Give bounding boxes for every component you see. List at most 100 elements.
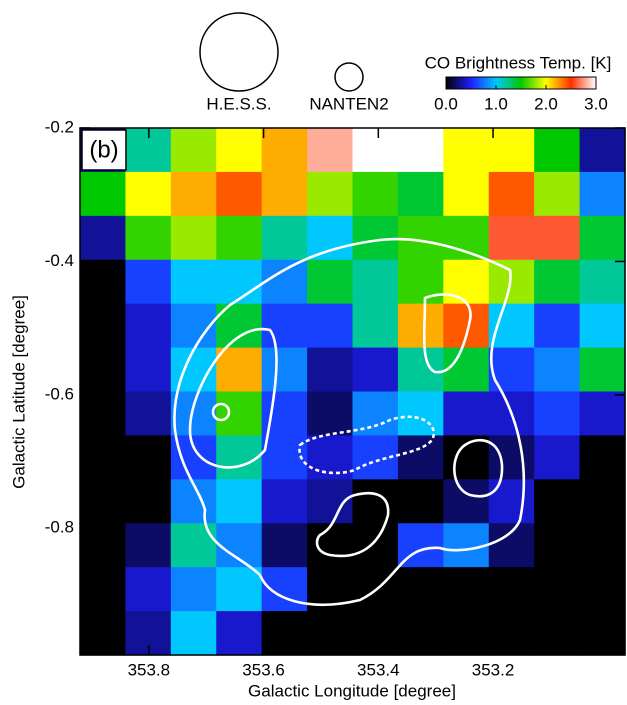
cell xyxy=(80,391,127,437)
cell xyxy=(397,567,444,612)
cell xyxy=(534,259,581,305)
contour xyxy=(211,402,231,422)
cell xyxy=(534,303,581,349)
cell xyxy=(579,435,626,480)
cell xyxy=(125,215,172,261)
cell xyxy=(261,523,308,568)
cell xyxy=(397,391,444,437)
cell xyxy=(443,259,490,305)
cell xyxy=(307,259,354,305)
colorbar-title: CO Brightness Temp. [K] xyxy=(425,53,612,72)
cell xyxy=(352,128,399,173)
cell xyxy=(488,435,535,480)
cell xyxy=(80,215,127,261)
cell xyxy=(443,435,490,480)
cell xyxy=(397,479,444,524)
cell xyxy=(216,435,263,480)
cell xyxy=(125,479,172,524)
cell xyxy=(488,128,535,173)
contour-dashed xyxy=(298,415,435,475)
contour xyxy=(188,327,278,469)
cell xyxy=(261,215,308,261)
cell xyxy=(261,611,308,656)
cell xyxy=(443,391,490,437)
cell xyxy=(125,347,172,393)
heatmap xyxy=(80,128,626,656)
cell xyxy=(125,435,172,480)
cell xyxy=(352,611,399,656)
cell xyxy=(579,479,626,524)
cell xyxy=(80,567,127,612)
cell xyxy=(216,523,263,568)
cell xyxy=(352,347,399,393)
cell xyxy=(80,347,127,393)
cell xyxy=(488,567,535,612)
cell xyxy=(488,303,535,349)
cell xyxy=(307,523,354,568)
cell xyxy=(443,171,490,217)
cell xyxy=(261,303,308,349)
cell xyxy=(534,479,581,524)
cell xyxy=(307,391,354,437)
cell xyxy=(352,171,399,217)
cell xyxy=(80,611,127,656)
cell xyxy=(170,171,217,217)
cell xyxy=(534,171,581,217)
cell xyxy=(170,215,217,261)
cell xyxy=(579,128,626,173)
cell xyxy=(216,128,263,173)
cell xyxy=(397,347,444,393)
cell xyxy=(488,347,535,393)
cell xyxy=(261,479,308,524)
frame xyxy=(79,127,626,656)
cell xyxy=(397,259,444,305)
cell xyxy=(170,523,217,568)
cell xyxy=(216,567,263,612)
cell xyxy=(170,391,217,437)
cell xyxy=(170,567,217,612)
cell xyxy=(352,259,399,305)
cell xyxy=(579,611,626,656)
panel-label-box xyxy=(81,129,127,171)
cell xyxy=(216,259,263,305)
colorbar-tick-label: 1.0 xyxy=(484,94,508,113)
cell xyxy=(397,611,444,656)
cell xyxy=(307,215,354,261)
beam-circle xyxy=(334,62,364,92)
cell xyxy=(534,347,581,393)
cell xyxy=(170,128,217,173)
cell xyxy=(534,128,581,173)
cell xyxy=(307,611,354,656)
cell xyxy=(579,171,626,217)
cell xyxy=(216,215,263,261)
contour xyxy=(173,237,526,606)
cell xyxy=(170,259,217,305)
x-axis-label: Galactic Longitude [degree] xyxy=(248,681,456,700)
cell xyxy=(443,303,490,349)
cell xyxy=(125,303,172,349)
cell xyxy=(80,435,127,480)
cell xyxy=(488,259,535,305)
cell xyxy=(307,128,354,173)
cell xyxy=(216,479,263,524)
cell xyxy=(307,479,354,524)
cell xyxy=(125,259,172,305)
cell xyxy=(261,171,308,217)
cell xyxy=(443,567,490,612)
cell xyxy=(579,215,626,261)
y-tick-label: -0.8 xyxy=(45,518,74,537)
cell xyxy=(488,479,535,524)
cell xyxy=(534,611,581,656)
x-tick-label: 353.6 xyxy=(242,660,285,679)
beam-circle xyxy=(199,12,279,92)
cell xyxy=(397,303,444,349)
cell xyxy=(443,611,490,656)
contour xyxy=(315,491,390,558)
x-tick-label: 353.4 xyxy=(357,660,400,679)
cell xyxy=(125,567,172,612)
cell xyxy=(534,215,581,261)
cell xyxy=(488,171,535,217)
y-tick-label: -0.4 xyxy=(45,251,74,270)
y-tick-label: -0.2 xyxy=(45,117,74,136)
